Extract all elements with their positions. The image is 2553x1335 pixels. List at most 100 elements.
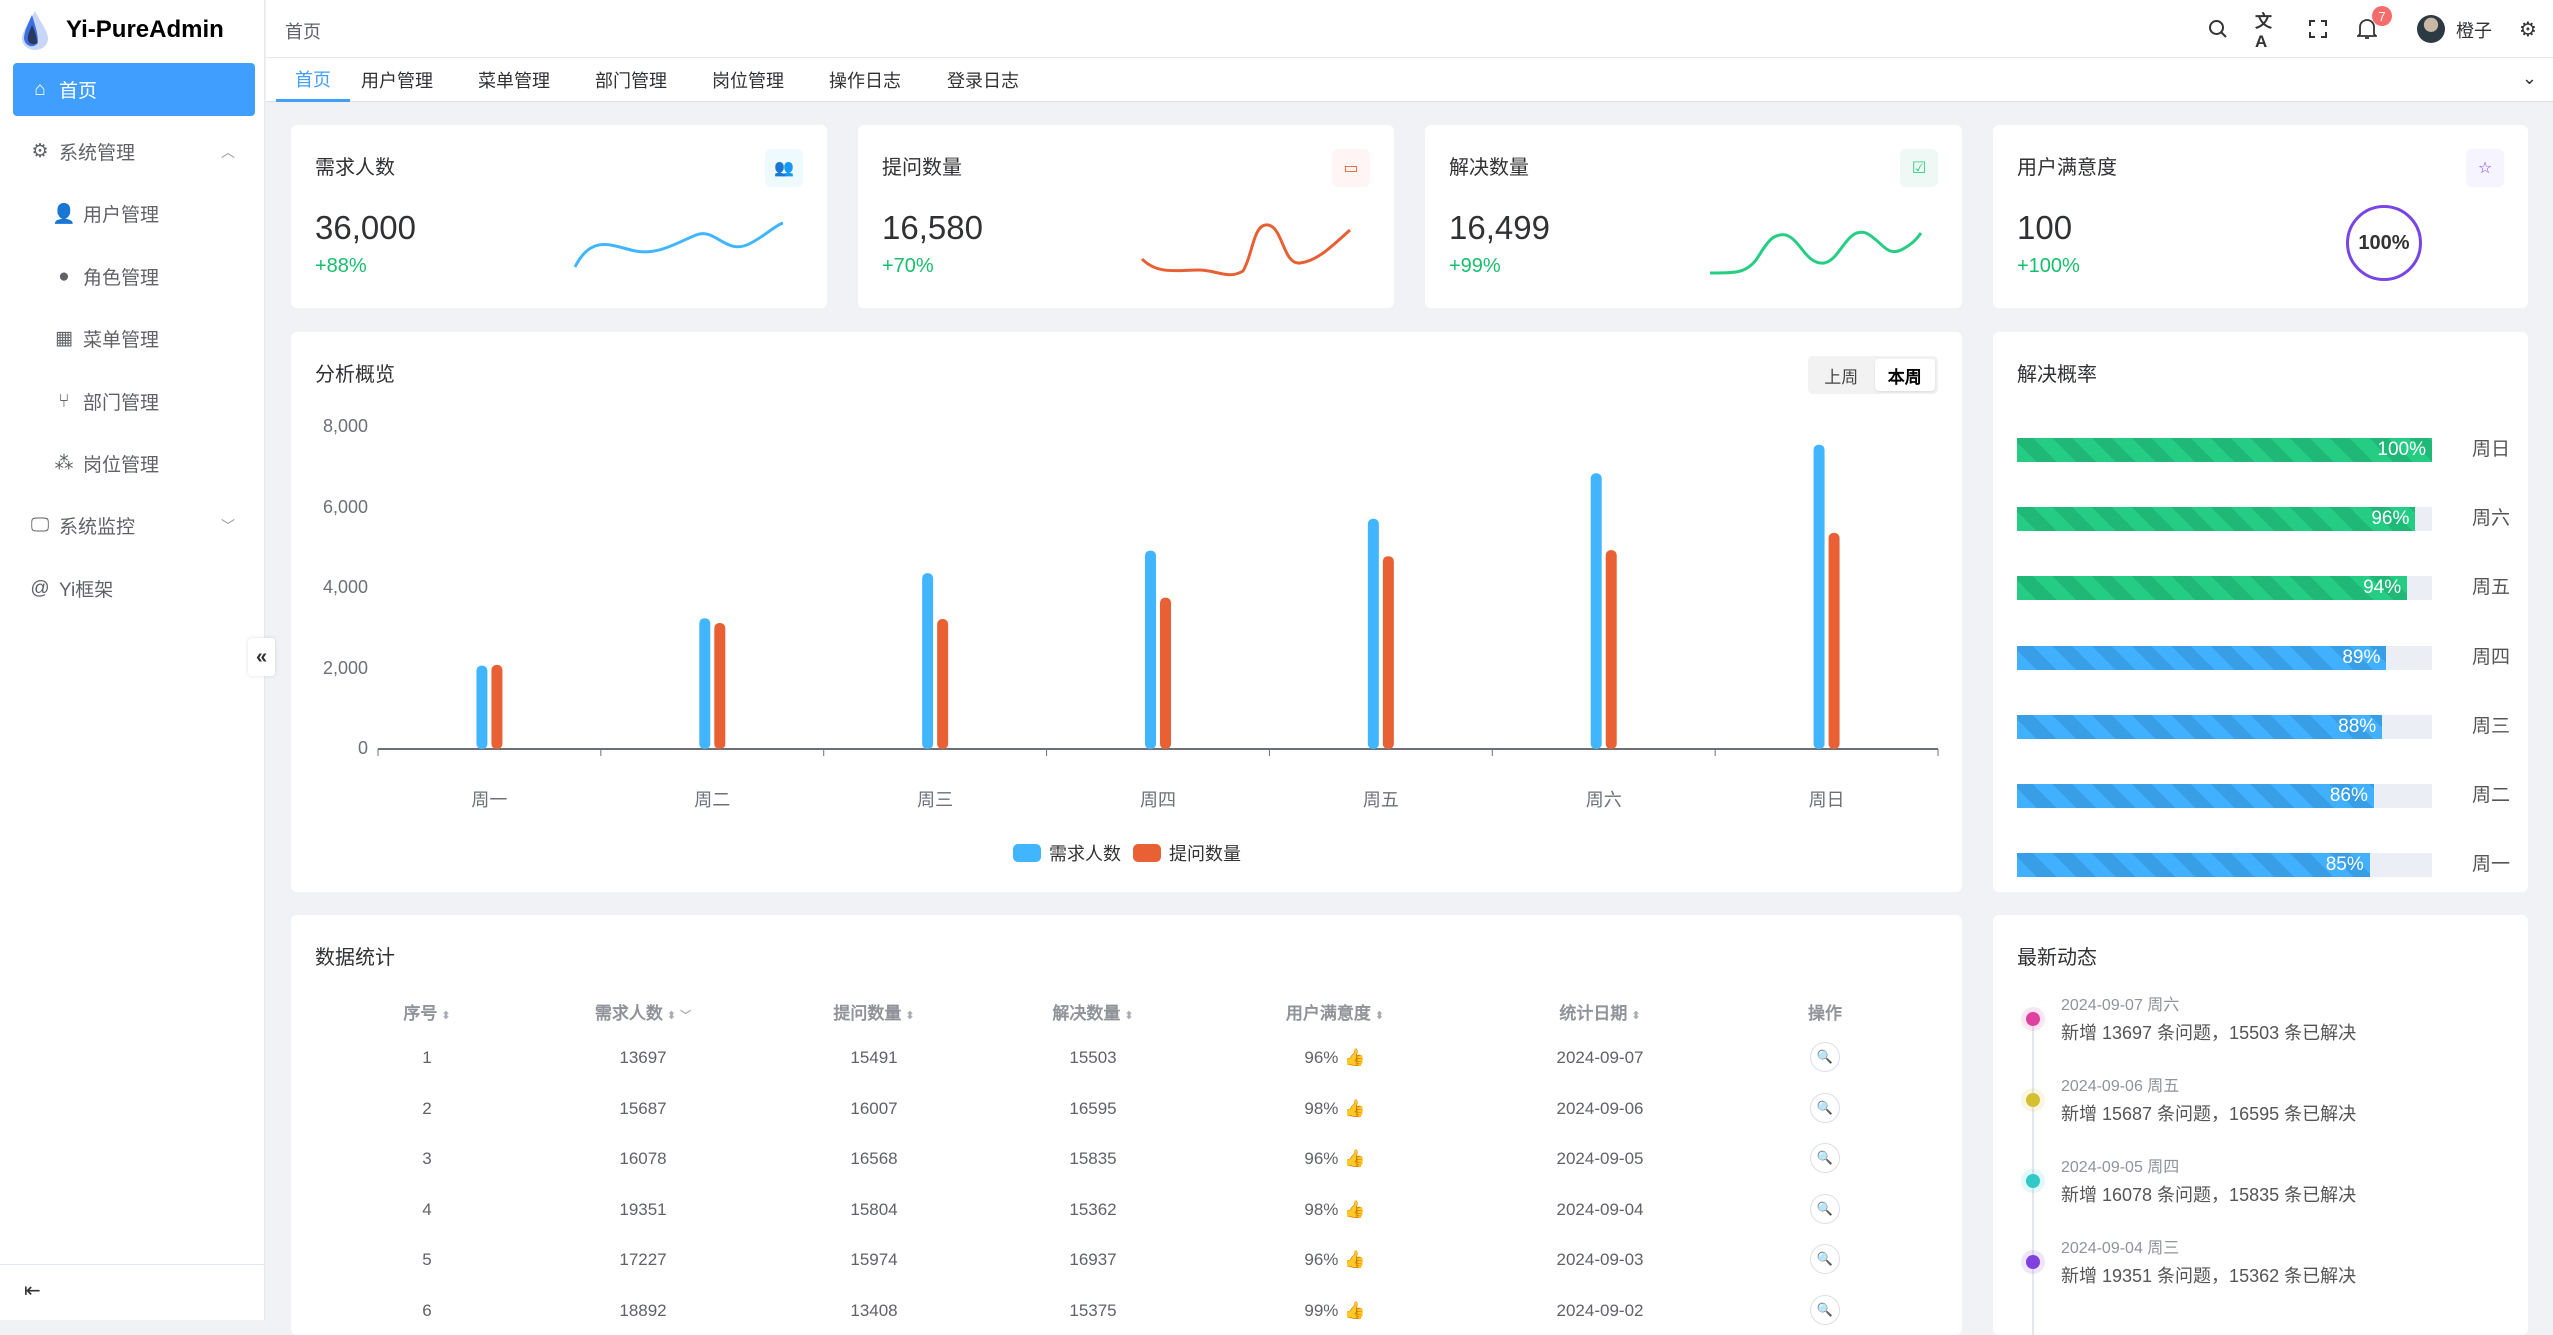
sidebar-item-home[interactable]: ⌂ 首页: [13, 63, 255, 116]
search-icon[interactable]: [2205, 16, 2231, 42]
sparkline-resolved: [1709, 230, 1923, 275]
column-header[interactable]: 解决数量 ⬍: [993, 999, 1193, 1024]
sidebar-item-departments[interactable]: ⑂ 部门管理: [13, 375, 255, 428]
tab-posts[interactable]: 岗位管理: [712, 71, 784, 91]
breadcrumb[interactable]: 首页: [285, 22, 321, 42]
fullscreen-icon[interactable]: [2305, 16, 2331, 42]
cell-value: 13697: [619, 1048, 667, 1067]
chart-legend: 需求人数 提问数量: [1013, 840, 1241, 866]
app-title: Yi-PureAdmin: [66, 16, 224, 43]
this-week-button[interactable]: 本周: [1874, 359, 1935, 391]
column-header[interactable]: 序号 ⬍: [327, 999, 527, 1024]
cell-value: 2024-09-05: [1556, 1149, 1644, 1168]
bar-demand[interactable]: [1590, 473, 1602, 749]
progress-fill: 88%: [2017, 714, 2383, 739]
table-cell: 🔍: [1725, 1092, 1925, 1123]
collapse-sidebar-button[interactable]: «: [248, 638, 275, 676]
view-search-icon[interactable]: 🔍: [1810, 1042, 1840, 1072]
column-header[interactable]: 需求人数 ⬍ ﹀: [543, 999, 743, 1024]
chevron-down-icon: ﹀: [221, 517, 235, 534]
notification-bell-icon[interactable]: 7: [2354, 6, 2392, 42]
sidebar-item-monitor[interactable]: 🖵 系统监控 ﹀: [13, 499, 255, 552]
bar-demand[interactable]: [922, 573, 934, 749]
x-tick-label: 周二: [694, 790, 731, 810]
cell-value: 98%: [1304, 1199, 1339, 1219]
stat-card-satisfaction: 用户满意度 ☆ 100 +100% 100%: [1993, 125, 2528, 308]
view-search-icon[interactable]: 🔍: [1810, 1193, 1840, 1224]
legend-label[interactable]: 提问数量: [1169, 844, 1241, 864]
view-search-icon[interactable]: 🔍: [1810, 1244, 1840, 1274]
card-title: 提问数量: [882, 157, 962, 179]
sidebar-item-system[interactable]: ⚙ 系统管理 ︿: [13, 125, 255, 178]
sidebar-item-posts[interactable]: ⁂ 岗位管理: [13, 437, 255, 490]
sidebar-collapse-toggle[interactable]: ⇤: [0, 1264, 265, 1316]
resolve-title: 解决概率: [2017, 364, 2097, 386]
settings-gear-icon[interactable]: ⚙: [2519, 18, 2537, 41]
sort-icon[interactable]: ⬍: [666, 1010, 677, 1022]
sort-icon[interactable]: ⬍: [1124, 1010, 1134, 1022]
bar-questions[interactable]: [491, 664, 503, 749]
bar-demand[interactable]: [1367, 518, 1379, 749]
bar-demand[interactable]: [1145, 550, 1156, 749]
cell-value: 13408: [850, 1300, 898, 1320]
tab-operation-log[interactable]: 操作日志: [829, 71, 901, 91]
table-cell: 15687: [543, 1099, 743, 1119]
tab-departments[interactable]: 部门管理: [595, 71, 667, 91]
filter-chevron-icon[interactable]: ﹀: [680, 1010, 692, 1022]
table-cell: 2024-09-06: [1500, 1099, 1700, 1119]
cell-value: 15362: [1069, 1199, 1117, 1219]
sort-icon[interactable]: ⬍: [905, 1010, 915, 1022]
x-tick-label: 周日: [1808, 790, 1845, 810]
last-week-button[interactable]: 上周: [1824, 367, 1859, 387]
bar-questions[interactable]: [937, 618, 949, 749]
column-header[interactable]: 提问数量 ⬍: [774, 999, 974, 1024]
resolve-row: 85% 周一: [2017, 853, 2517, 878]
column-header[interactable]: 统计日期 ⬍: [1500, 999, 1700, 1024]
table-cell: 13697: [543, 1048, 743, 1068]
sidebar-item-menus[interactable]: ▦ 菜单管理: [13, 312, 255, 365]
logo[interactable]: Yi-PureAdmin: [18, 10, 224, 50]
card-percent: +88%: [315, 255, 367, 277]
grid-icon: ▦: [55, 328, 73, 349]
sidebar-item-yi-framework[interactable]: @ Yi框架: [13, 562, 255, 615]
sidebar-item-users[interactable]: 👤 用户管理: [13, 187, 255, 240]
table-cell: 19351: [543, 1200, 743, 1220]
sidebar-item-label: 菜单管理: [83, 330, 160, 351]
timeline-text: 新增 13697 条问题，15503 条已解决: [2061, 1023, 2357, 1043]
sidebar-item-roles[interactable]: ● 角色管理: [13, 250, 255, 303]
bar-questions[interactable]: [1605, 550, 1617, 749]
tab-users[interactable]: 用户管理: [361, 71, 433, 91]
sidebar-item-label: 角色管理: [83, 268, 160, 289]
cell-value: 2: [422, 1098, 432, 1118]
view-search-icon[interactable]: 🔍: [1810, 1294, 1840, 1325]
bar-demand[interactable]: [699, 618, 711, 749]
bar-demand[interactable]: [476, 665, 488, 749]
legend-label[interactable]: 需求人数: [1049, 844, 1121, 864]
resolve-row: 88% 周三: [2017, 714, 2517, 739]
water-drop-logo-icon: [22, 11, 48, 50]
sort-icon[interactable]: ⬍: [1631, 1010, 1641, 1022]
table-cell: 96% 👍: [1235, 1250, 1435, 1270]
column-header-label: 解决数量: [1052, 1004, 1121, 1023]
bar-demand[interactable]: [1813, 444, 1825, 749]
avatar[interactable]: [2417, 15, 2445, 43]
tab-login-log[interactable]: 登录日志: [947, 71, 1019, 91]
bar-questions[interactable]: [1828, 532, 1840, 749]
column-header[interactable]: 用户满意度 ⬍: [1235, 999, 1435, 1024]
tabs-dropdown-chevron-icon[interactable]: ⌄: [2521, 68, 2537, 88]
legend-swatch-demand[interactable]: [1013, 844, 1041, 862]
view-search-icon[interactable]: 🔍: [1810, 1092, 1840, 1123]
card-title: 解决数量: [1449, 157, 1529, 179]
bar-questions[interactable]: [1382, 556, 1394, 749]
bar-questions[interactable]: [1160, 597, 1171, 749]
sort-icon[interactable]: ⬍: [441, 1010, 451, 1022]
tab-home[interactable]: 首页: [276, 58, 350, 102]
bar-questions[interactable]: [714, 623, 726, 749]
legend-swatch-questions[interactable]: [1133, 844, 1161, 862]
thumbs-up-icon: 👍: [1344, 1048, 1366, 1067]
view-search-icon[interactable]: 🔍: [1810, 1143, 1840, 1173]
tab-menus[interactable]: 菜单管理: [478, 71, 550, 91]
progress-fill: 94%: [2017, 576, 2408, 601]
username[interactable]: 橙子: [2456, 21, 2492, 41]
sort-icon[interactable]: ⬍: [1374, 1010, 1385, 1022]
